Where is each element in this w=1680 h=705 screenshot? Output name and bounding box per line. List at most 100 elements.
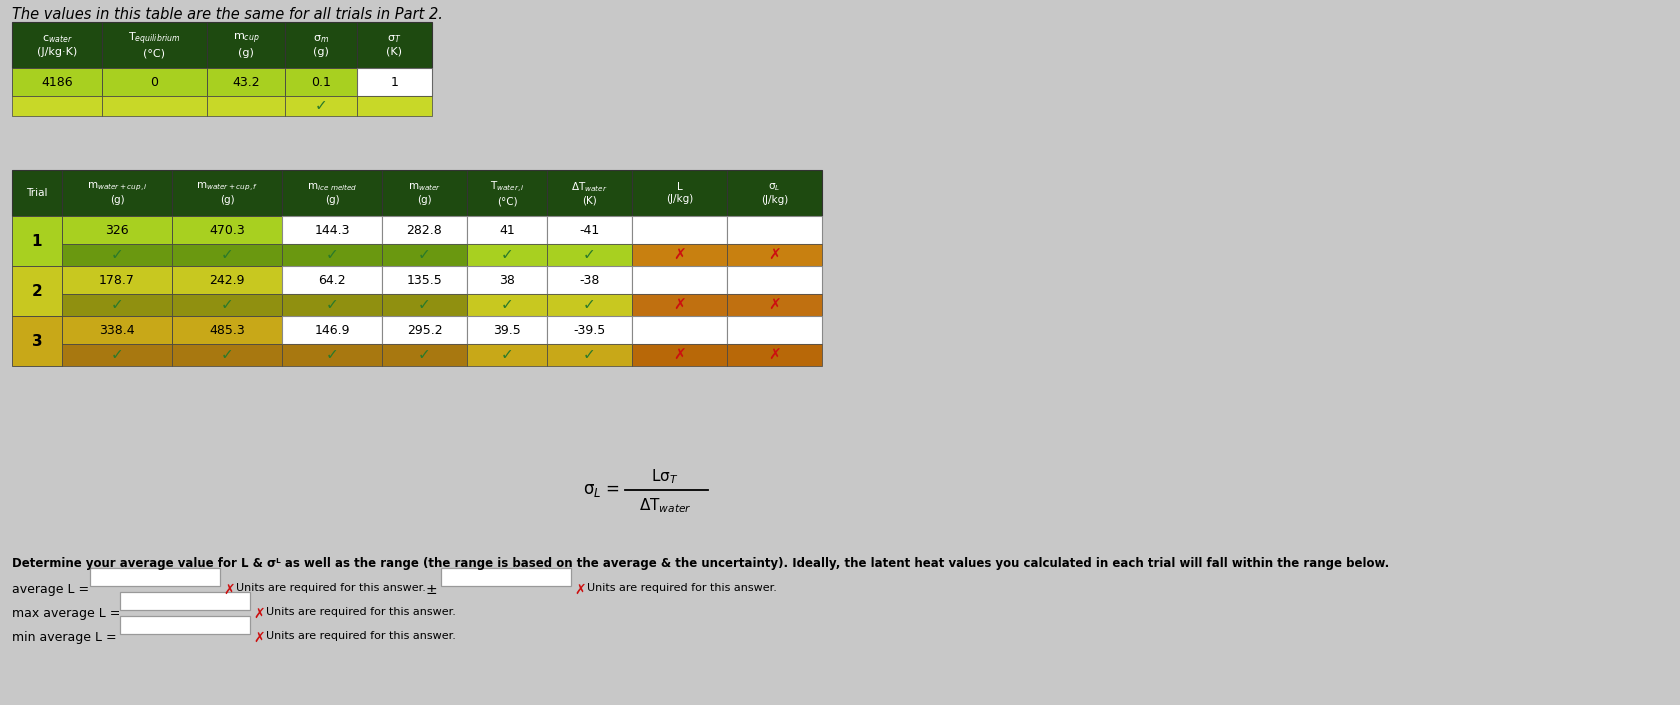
Text: ✓: ✓ — [501, 348, 512, 362]
Text: 282.8: 282.8 — [407, 223, 442, 236]
Text: Trial: Trial — [27, 188, 47, 198]
FancyBboxPatch shape — [12, 96, 102, 116]
FancyBboxPatch shape — [632, 344, 726, 366]
Text: average L =: average L = — [12, 583, 89, 596]
FancyBboxPatch shape — [91, 568, 220, 586]
Text: ✗: ✗ — [768, 298, 781, 312]
Text: ✓: ✓ — [583, 298, 595, 312]
FancyBboxPatch shape — [171, 316, 282, 344]
Text: 485.3: 485.3 — [208, 324, 245, 336]
FancyBboxPatch shape — [62, 294, 171, 316]
Text: 39.5: 39.5 — [492, 324, 521, 336]
FancyBboxPatch shape — [207, 68, 286, 96]
Text: Units are required for this answer.: Units are required for this answer. — [265, 631, 455, 641]
Text: max average L =: max average L = — [12, 607, 121, 620]
FancyBboxPatch shape — [726, 266, 822, 294]
Text: ✗: ✗ — [573, 583, 585, 597]
FancyBboxPatch shape — [207, 96, 286, 116]
Text: 1: 1 — [32, 233, 42, 248]
Text: ✗: ✗ — [254, 631, 264, 645]
Text: 43.2: 43.2 — [232, 75, 260, 89]
Text: ✓: ✓ — [583, 348, 595, 362]
Text: ✓: ✓ — [418, 247, 430, 262]
Text: ✓: ✓ — [326, 348, 338, 362]
Text: σ$_L$
(J/kg): σ$_L$ (J/kg) — [761, 181, 788, 204]
Text: m$_{ice\ melted}$
(g): m$_{ice\ melted}$ (g) — [306, 181, 358, 204]
Text: ✓: ✓ — [326, 298, 338, 312]
FancyBboxPatch shape — [286, 68, 356, 96]
Text: σ$_m$
(g): σ$_m$ (g) — [312, 33, 329, 56]
FancyBboxPatch shape — [286, 96, 356, 116]
FancyBboxPatch shape — [381, 266, 467, 294]
FancyBboxPatch shape — [726, 216, 822, 244]
FancyBboxPatch shape — [171, 344, 282, 366]
Text: m$_{water+cup,i}$
(g): m$_{water+cup,i}$ (g) — [87, 181, 148, 205]
FancyBboxPatch shape — [467, 244, 546, 266]
FancyBboxPatch shape — [726, 316, 822, 344]
Text: min average L =: min average L = — [12, 631, 116, 644]
Text: 295.2: 295.2 — [407, 324, 442, 336]
Text: Units are required for this answer.: Units are required for this answer. — [235, 583, 425, 593]
Text: 38: 38 — [499, 274, 514, 286]
FancyBboxPatch shape — [632, 294, 726, 316]
Text: ✓: ✓ — [111, 298, 123, 312]
FancyBboxPatch shape — [546, 170, 632, 216]
Text: 4186: 4186 — [42, 75, 72, 89]
FancyBboxPatch shape — [282, 294, 381, 316]
Text: ✗: ✗ — [672, 247, 685, 262]
Text: ✗: ✗ — [254, 607, 264, 621]
FancyBboxPatch shape — [440, 568, 571, 586]
Text: ✓: ✓ — [583, 247, 595, 262]
Text: ✓: ✓ — [418, 298, 430, 312]
FancyBboxPatch shape — [546, 216, 632, 244]
FancyBboxPatch shape — [119, 592, 250, 610]
Text: 338.4: 338.4 — [99, 324, 134, 336]
Text: 41: 41 — [499, 223, 514, 236]
FancyBboxPatch shape — [171, 216, 282, 244]
FancyBboxPatch shape — [546, 294, 632, 316]
FancyBboxPatch shape — [119, 616, 250, 634]
FancyBboxPatch shape — [62, 244, 171, 266]
FancyBboxPatch shape — [12, 316, 62, 366]
Text: ✓: ✓ — [501, 247, 512, 262]
Text: m$_{cup}$
(g): m$_{cup}$ (g) — [232, 32, 259, 58]
FancyBboxPatch shape — [632, 244, 726, 266]
Text: ✗: ✗ — [223, 583, 235, 597]
Text: Units are required for this answer.: Units are required for this answer. — [586, 583, 776, 593]
FancyBboxPatch shape — [467, 170, 546, 216]
FancyBboxPatch shape — [356, 96, 432, 116]
Text: 178.7: 178.7 — [99, 274, 134, 286]
Text: T$_{equilibrium}$
(°C): T$_{equilibrium}$ (°C) — [128, 31, 180, 59]
FancyBboxPatch shape — [171, 170, 282, 216]
FancyBboxPatch shape — [12, 22, 102, 68]
Text: ✗: ✗ — [768, 348, 781, 362]
Text: Determine your average value for L & σᴸ as well as the range (the range is based: Determine your average value for L & σᴸ … — [12, 557, 1388, 570]
Text: σ$_L$ =: σ$_L$ = — [583, 481, 620, 499]
Text: 470.3: 470.3 — [208, 223, 245, 236]
Text: c$_{water}$
(J/kg·K): c$_{water}$ (J/kg·K) — [37, 33, 77, 56]
FancyBboxPatch shape — [171, 294, 282, 316]
FancyBboxPatch shape — [467, 344, 546, 366]
Text: ✓: ✓ — [501, 298, 512, 312]
Text: ✓: ✓ — [220, 348, 234, 362]
Text: 0: 0 — [151, 75, 158, 89]
Text: Units are required for this answer.: Units are required for this answer. — [265, 607, 455, 617]
FancyBboxPatch shape — [171, 244, 282, 266]
FancyBboxPatch shape — [726, 294, 822, 316]
FancyBboxPatch shape — [282, 316, 381, 344]
FancyBboxPatch shape — [726, 244, 822, 266]
FancyBboxPatch shape — [546, 316, 632, 344]
FancyBboxPatch shape — [62, 170, 171, 216]
Text: ✓: ✓ — [314, 99, 328, 114]
FancyBboxPatch shape — [381, 244, 467, 266]
FancyBboxPatch shape — [102, 96, 207, 116]
FancyBboxPatch shape — [632, 316, 726, 344]
FancyBboxPatch shape — [286, 22, 356, 68]
Text: σ$_T$
(K): σ$_T$ (K) — [386, 33, 402, 56]
FancyBboxPatch shape — [356, 22, 432, 68]
Text: -38: -38 — [580, 274, 600, 286]
FancyBboxPatch shape — [632, 216, 726, 244]
FancyBboxPatch shape — [546, 344, 632, 366]
Text: ✓: ✓ — [220, 298, 234, 312]
Text: 0.1: 0.1 — [311, 75, 331, 89]
